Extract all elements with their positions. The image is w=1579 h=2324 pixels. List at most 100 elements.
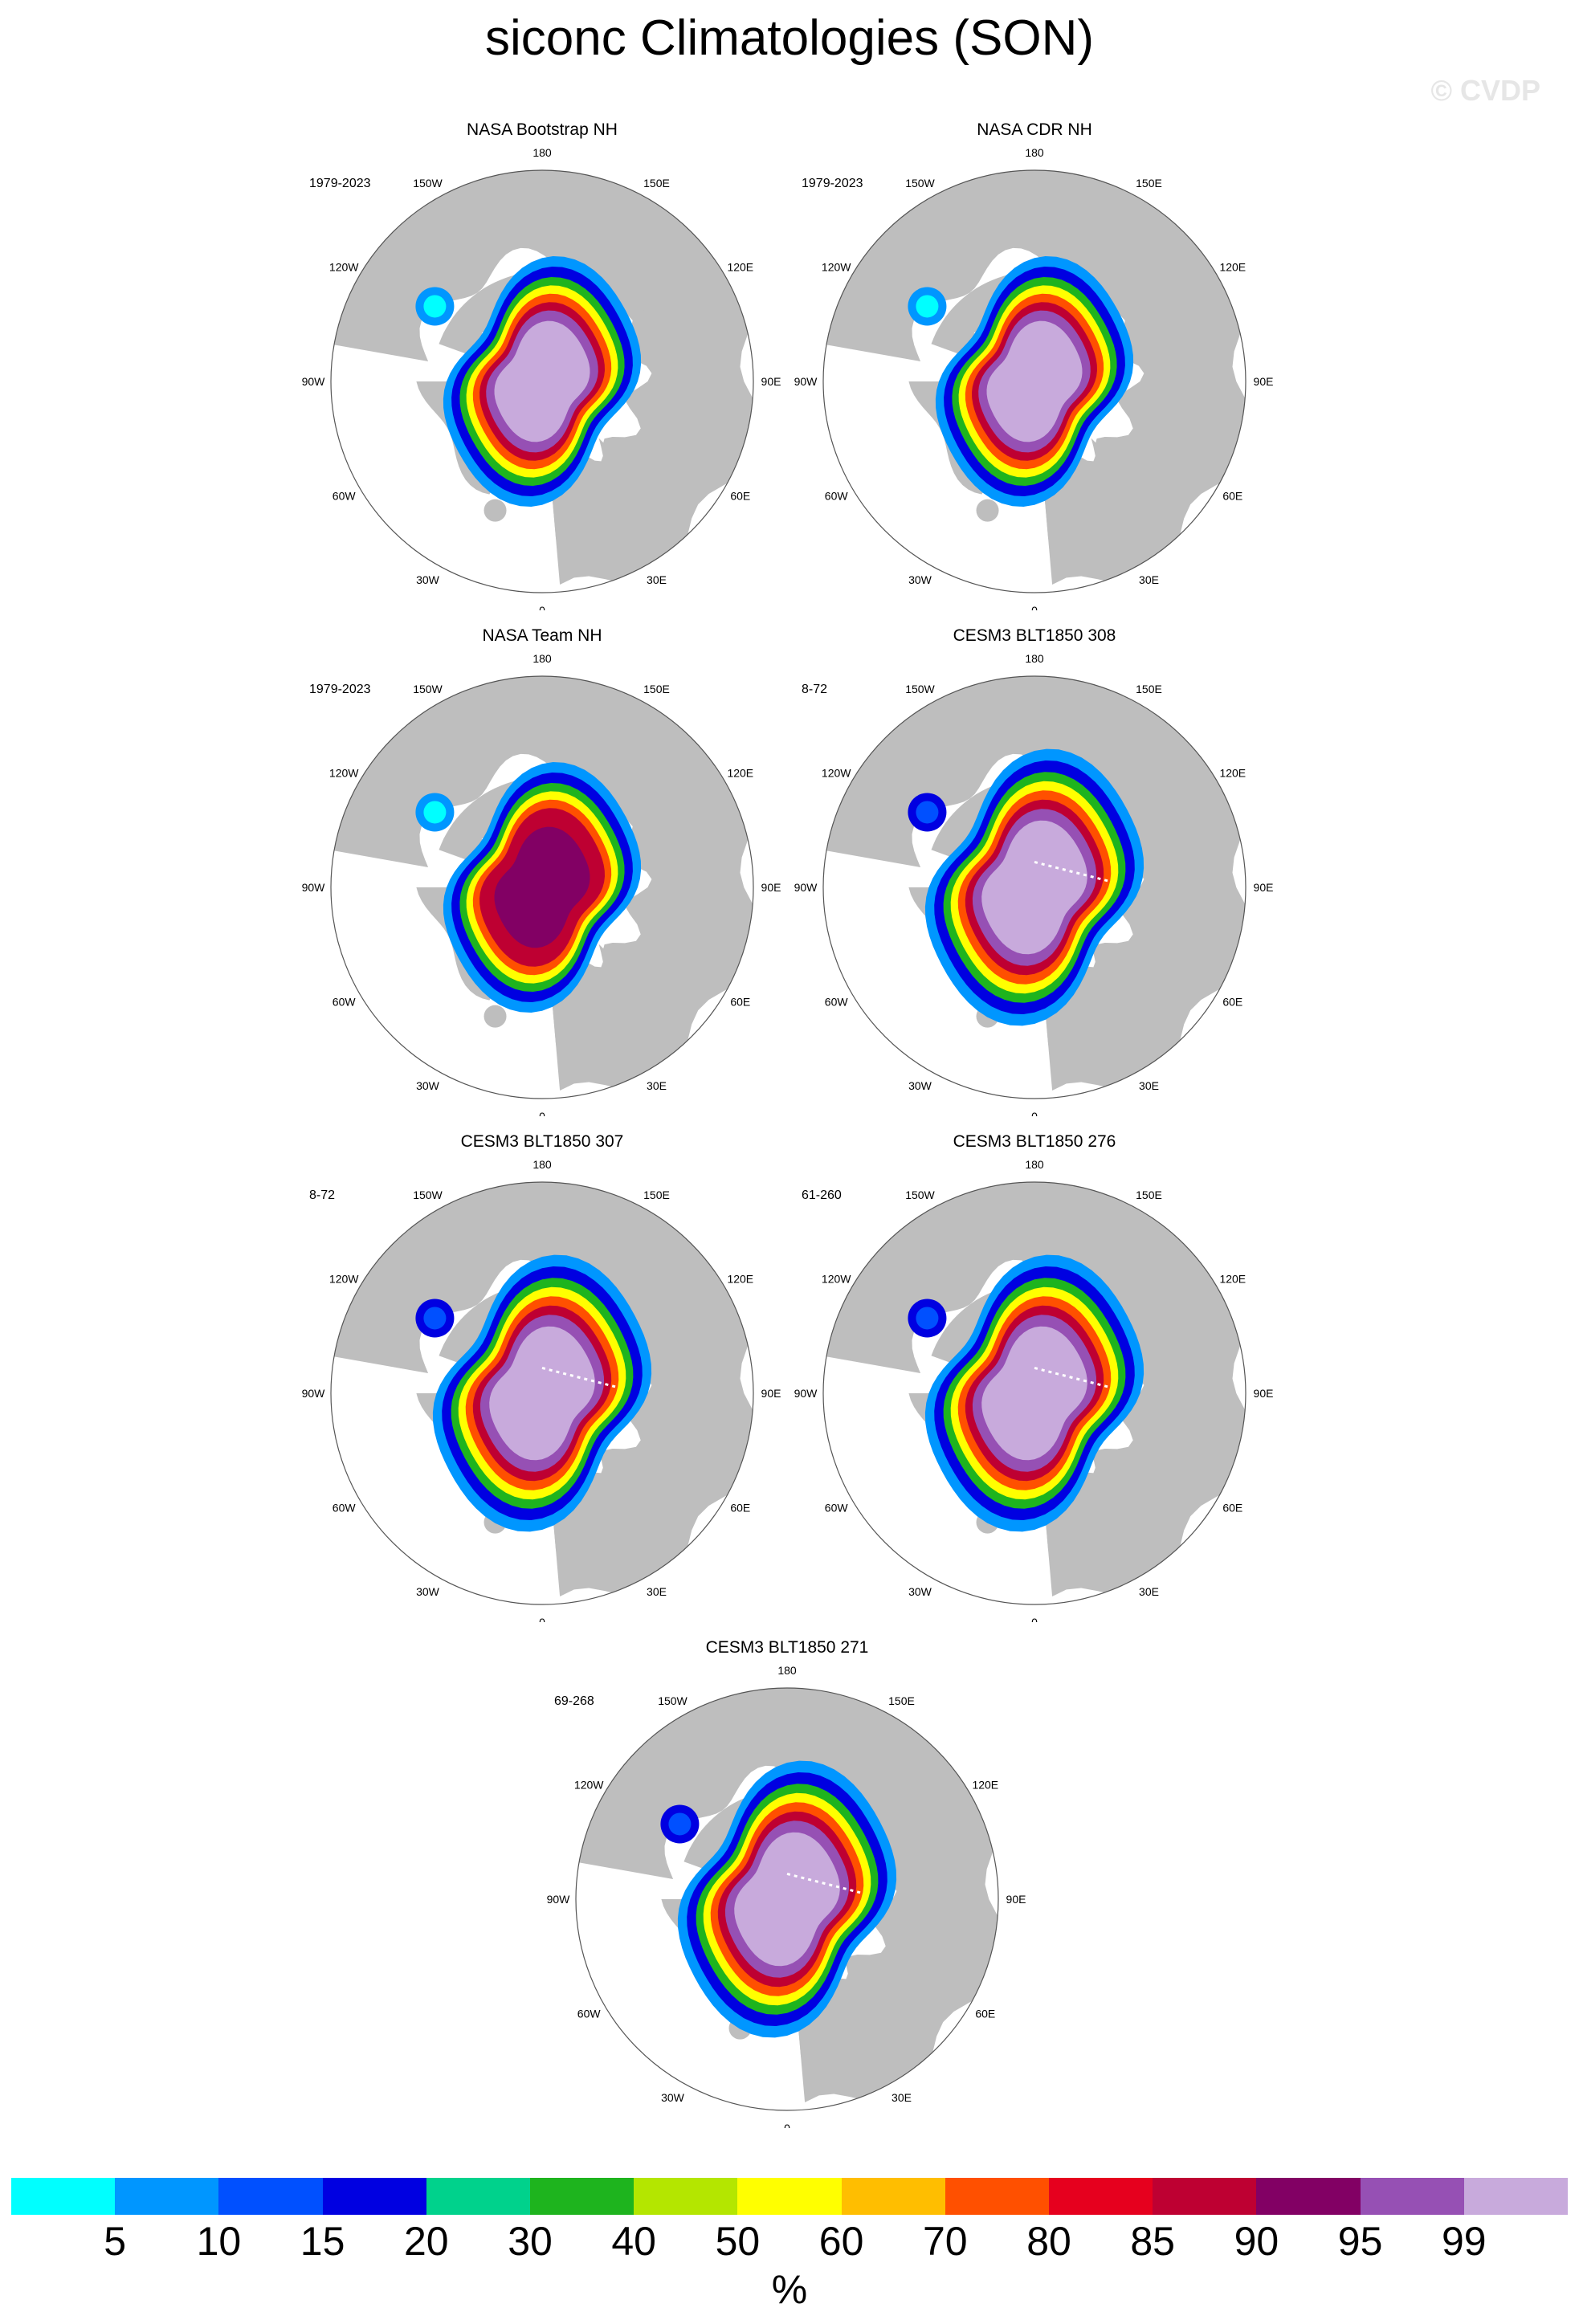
- longitude-label: 60E: [1222, 490, 1242, 503]
- longitude-label: 60E: [730, 1502, 750, 1515]
- longitude-label: 120E: [972, 1779, 998, 1792]
- longitude-label: 60W: [825, 490, 849, 503]
- colorbar-tick-label: 99: [1441, 2219, 1487, 2264]
- sea-ice-band: [986, 320, 1083, 442]
- sea-ice-band: [981, 820, 1087, 955]
- hudson-bay-ice-inner: [423, 1307, 447, 1330]
- longitude-label: 60W: [825, 1502, 849, 1515]
- map-panel: CESM3 BLT1850 276 61-260 180 150E 120E 90E 60E…: [794, 1132, 1275, 1622]
- longitude-label: 120E: [727, 767, 753, 780]
- longitude-label: 90W: [302, 881, 326, 894]
- pole-hole-line: [1034, 1366, 1109, 1388]
- polar-stereographic-map: 180 150E 120E 90E 60E 30E 0 30W 60W 90W 120W 150W: [547, 1664, 1026, 2128]
- sea-ice-band: [734, 1832, 840, 1967]
- longitude-label: 60W: [333, 996, 357, 1009]
- longitude-label: 0: [1031, 1616, 1038, 1622]
- map-panel: NASA Team NH 1979-2023 180 150E 120E 90E 60E 30…: [301, 626, 783, 1116]
- longitude-label: 120E: [1219, 1273, 1246, 1286]
- hudson-bay-ice-inner: [916, 1307, 939, 1330]
- longitude-label: 120W: [822, 767, 851, 780]
- longitude-label: 90E: [761, 881, 781, 894]
- longitude-label: 180: [532, 146, 552, 159]
- longitude-label: 30W: [908, 1585, 932, 1598]
- longitude-label: 90E: [761, 375, 781, 388]
- colorbar-tick-label: 15: [300, 2219, 345, 2264]
- longitude-label: 150W: [905, 177, 935, 190]
- longitude-label: 0: [1031, 1110, 1038, 1116]
- pole-hole-line: [1034, 860, 1109, 883]
- panel-title: CESM3 BLT1850 271: [705, 1638, 869, 1657]
- panel-title: CESM3 BLT1850 307: [460, 1132, 624, 1151]
- longitude-label: 90W: [302, 1387, 326, 1400]
- longitude-label: 90E: [1254, 881, 1274, 894]
- longitude-label: 30E: [647, 573, 667, 586]
- colorbar-tick-label: 85: [1130, 2219, 1175, 2264]
- longitude-label: 60E: [1222, 1502, 1242, 1515]
- longitude-label: 30E: [647, 1585, 667, 1598]
- colorbar-tick-label: 95: [1337, 2219, 1383, 2264]
- longitude-label: 120W: [574, 1779, 604, 1792]
- colorbar-tick-label: 70: [922, 2219, 968, 2264]
- colorbar-tick-label: 10: [196, 2219, 242, 2264]
- panel-years: 8-72: [309, 1189, 336, 1202]
- hudson-bay-ice-inner: [916, 801, 939, 824]
- colorbar-segment: [218, 2178, 323, 2215]
- pole-hole-line: [541, 1366, 617, 1388]
- colorbar-tick-label: 20: [403, 2219, 449, 2264]
- longitude-label: 120W: [822, 1273, 851, 1286]
- colorbar-tick-label: 90: [1234, 2219, 1279, 2264]
- panel-title: NASA Bootstrap NH: [467, 120, 618, 139]
- polar-stereographic-map: 180 150E 120E 90E 60E 30E 0 30W 60W 90W 120W 150W: [302, 146, 781, 610]
- longitude-label: 30W: [908, 1079, 932, 1092]
- colorbar-segment: [11, 2178, 116, 2215]
- longitude-label: 120E: [727, 261, 753, 274]
- polar-stereographic-map: 180 150E 120E 90E 60E 30E 0 30W 60W 90W 120W 150W: [794, 146, 1274, 610]
- longitude-label: 30E: [892, 2091, 912, 2104]
- longitude-label: 150W: [658, 1694, 687, 1707]
- longitude-label: 150E: [1136, 177, 1162, 190]
- longitude-label: 60E: [730, 490, 750, 503]
- hudson-bay-ice-inner: [668, 1812, 692, 1836]
- colorbar-tick-label: 80: [1026, 2219, 1071, 2264]
- pole-hole-line: [786, 1872, 862, 1894]
- polar-stereographic-map: 180 150E 120E 90E 60E 30E 0 30W 60W 90W 120W 150W: [794, 1158, 1274, 1622]
- map-panel: CESM3 BLT1850 307 8-72 180 150E 120E 90E 60E 30…: [301, 1132, 783, 1622]
- polar-stereographic-map: 180 150E 120E 90E 60E 30E 0 30W 60W 90W 120W 150W: [302, 652, 781, 1116]
- longitude-label: 90W: [302, 375, 326, 388]
- land-iceland: [483, 1005, 507, 1028]
- sea-ice-band: [489, 1326, 595, 1461]
- longitude-label: 90E: [1006, 1893, 1026, 1906]
- colorbar-tick-label: 40: [611, 2219, 656, 2264]
- sea-ice-band: [981, 1326, 1087, 1461]
- longitude-label: 150W: [905, 1189, 935, 1201]
- longitude-label: 120E: [1219, 261, 1246, 274]
- map-border: [822, 169, 1246, 593]
- colorbar-segment: [530, 2178, 634, 2215]
- panel-title: CESM3 BLT1850 308: [953, 626, 1116, 645]
- longitude-label: 30W: [661, 2091, 685, 2104]
- map-border: [822, 675, 1246, 1099]
- longitude-label: 180: [1025, 652, 1044, 665]
- longitude-label: 30W: [416, 1079, 440, 1092]
- land-iceland: [976, 499, 999, 522]
- colorbar-tick-label: 60: [818, 2219, 864, 2264]
- panel-years: 69-268: [554, 1694, 594, 1708]
- longitude-label: 180: [532, 1158, 552, 1171]
- longitude-label: 90W: [547, 1893, 571, 1906]
- colorbar-tick-label: 5: [104, 2219, 127, 2264]
- map-border: [330, 169, 754, 593]
- panel-years: 61-260: [802, 1189, 842, 1202]
- panel-title: CESM3 BLT1850 276: [953, 1132, 1116, 1151]
- colorbar-tick-label: 30: [508, 2219, 553, 2264]
- polar-stereographic-map: 180 150E 120E 90E 60E 30E 0 30W 60W 90W 120W 150W: [302, 1158, 781, 1622]
- panel-years: 8-72: [802, 683, 828, 696]
- longitude-label: 180: [532, 652, 552, 665]
- colorbar-segment: [1360, 2178, 1464, 2215]
- longitude-label: 120W: [329, 1273, 359, 1286]
- colorbar-segment: [1153, 2178, 1257, 2215]
- colorbar-segment: [1256, 2178, 1361, 2215]
- longitude-label: 30W: [416, 1585, 440, 1598]
- colorbar-segment: [945, 2178, 1050, 2215]
- longitude-label: 60W: [825, 996, 849, 1009]
- map-panel: NASA Bootstrap NH 1979-2023 180 150E 120E 90E…: [301, 120, 783, 610]
